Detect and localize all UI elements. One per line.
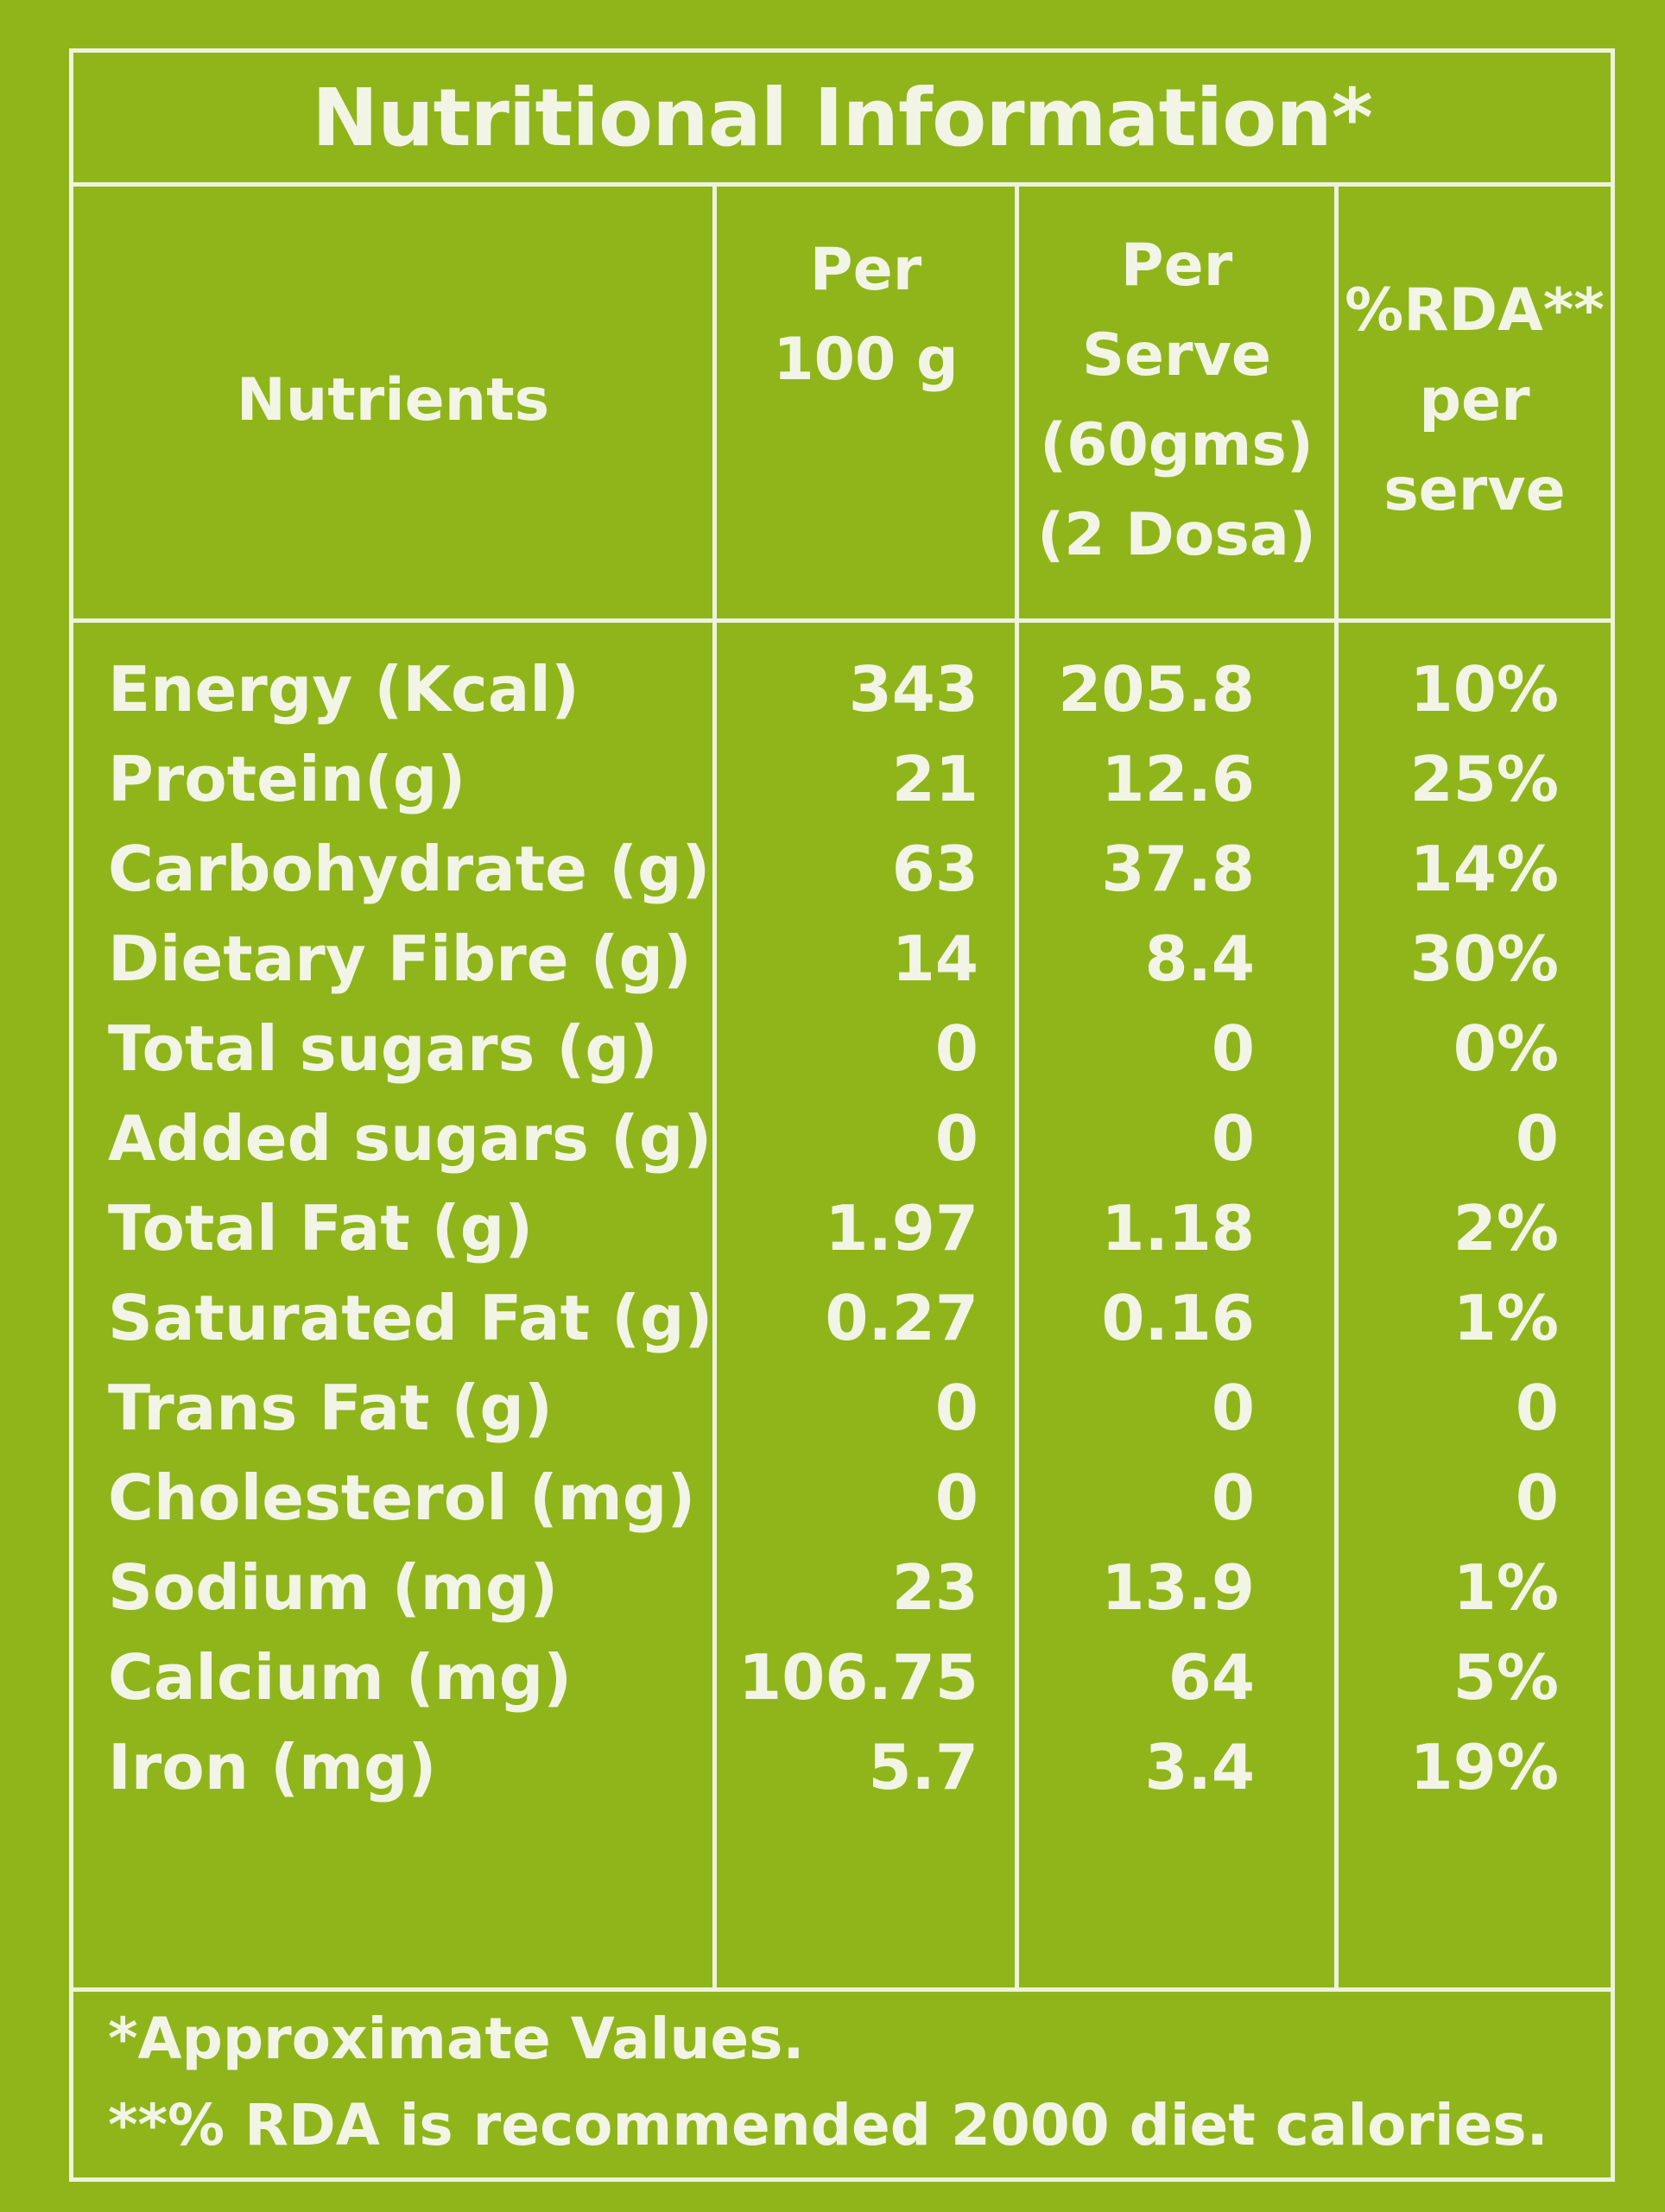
nutrient-name: Total Fat (g) <box>108 1192 534 1264</box>
per-serve-value: 8.4 <box>1144 922 1255 995</box>
nutrient-name: Energy (Kcal) <box>108 653 579 726</box>
nutrient-name: Carbohydrate (g) <box>108 833 711 905</box>
per-serve-value: 205.8 <box>1058 653 1255 726</box>
per-100g-value: 106.75 <box>738 1641 978 1714</box>
per-100g-value: 1.97 <box>825 1192 978 1264</box>
per-serve-value: 37.8 <box>1101 833 1255 905</box>
per-100g-value: 0 <box>934 1012 978 1085</box>
header-per-serve: Per Serve (60gms) (2 Dosa) <box>1015 182 1334 618</box>
per-100g-column: 343 21 63 14 0 0 1.97 0.27 0 0 23 106.75… <box>712 618 1015 1987</box>
header-rda: %RDA** per serve <box>1334 182 1611 618</box>
nutrient-names-column: Energy (Kcal) Protein(g) Carbohydrate (g… <box>73 618 712 1987</box>
nutrient-name: Added sugars (g) <box>108 1102 712 1175</box>
rda-value: 30% <box>1409 922 1559 995</box>
nutrient-name: Sodium (mg) <box>108 1551 559 1624</box>
per-serve-value: 0 <box>1211 1372 1255 1444</box>
nutrient-name: Protein(g) <box>108 743 466 815</box>
footnote-approximate: *Approximate Values. <box>108 2006 805 2072</box>
per-100g-value: 23 <box>891 1551 978 1624</box>
per-serve-value: 0 <box>1211 1461 1255 1534</box>
header-nutrients: Nutrients <box>236 365 550 434</box>
footnote-rda: **% RDA is recommended 2000 diet calorie… <box>108 2092 1548 2158</box>
nutrient-name: Calcium (mg) <box>108 1641 573 1714</box>
per-100g-value: 63 <box>891 833 978 905</box>
per-100g-value: 0 <box>934 1102 978 1175</box>
nutrient-name: Saturated Fat (g) <box>108 1282 713 1354</box>
rda-column: 10% 25% 14% 30% 0% 0 2% 1% 0 0 1% 5% 19% <box>1334 618 1611 1987</box>
rda-value: 2% <box>1453 1192 1559 1264</box>
nutrition-panel: Nutritional Information* Nutrients Per 10… <box>69 48 1615 2182</box>
per-serve-value: 64 <box>1168 1641 1255 1714</box>
per-100g-value: 0 <box>934 1372 978 1444</box>
nutrient-name: Total sugars (g) <box>108 1012 658 1085</box>
rda-value: 10% <box>1409 653 1559 726</box>
per-100g-value: 0.27 <box>825 1282 978 1354</box>
per-serve-value: 1.18 <box>1101 1192 1255 1264</box>
per-100g-value: 0 <box>934 1461 978 1534</box>
per-serve-value: 3.4 <box>1144 1731 1255 1803</box>
per-serve-value: 0.16 <box>1101 1282 1255 1354</box>
rda-value: 0 <box>1515 1102 1559 1175</box>
rda-value: 0% <box>1453 1012 1559 1085</box>
nutrient-name: Dietary Fibre (g) <box>108 922 692 995</box>
per-100g-value: 5.7 <box>868 1731 978 1803</box>
rda-value: 0 <box>1515 1372 1559 1444</box>
footnotes: *Approximate Values. **% RDA is recommen… <box>108 1996 1548 2169</box>
rda-value: 1% <box>1453 1551 1559 1624</box>
rda-value: 1% <box>1453 1282 1559 1354</box>
per-100g-value: 14 <box>891 922 978 995</box>
rda-value: 25% <box>1409 743 1559 815</box>
nutrient-name: Iron (mg) <box>108 1731 437 1803</box>
rda-value: 14% <box>1409 833 1559 905</box>
rda-value: 5% <box>1453 1641 1559 1714</box>
nutrient-name: Cholesterol (mg) <box>108 1461 696 1534</box>
nutrient-name: Trans Fat (g) <box>108 1372 553 1444</box>
header-per-100g: Per 100 g <box>712 182 1015 618</box>
per-serve-value: 13.9 <box>1101 1551 1255 1624</box>
per-100g-value: 21 <box>891 743 978 815</box>
per-serve-column: 205.8 12.6 37.8 8.4 0 0 1.18 0.16 0 0 13… <box>1015 618 1334 1987</box>
table-body: Energy (Kcal) Protein(g) Carbohydrate (g… <box>73 618 1611 1992</box>
rda-value: 0 <box>1515 1461 1559 1534</box>
per-100g-value: 343 <box>848 653 978 726</box>
rda-value: 19% <box>1409 1731 1559 1803</box>
per-serve-value: 12.6 <box>1101 743 1255 815</box>
per-serve-value: 0 <box>1211 1102 1255 1175</box>
per-serve-value: 0 <box>1211 1012 1255 1085</box>
panel-title: Nutritional Information* <box>73 53 1611 187</box>
table-header: Nutrients Per 100 g Per Serve (60gms) (2 Dos… <box>73 182 1611 623</box>
